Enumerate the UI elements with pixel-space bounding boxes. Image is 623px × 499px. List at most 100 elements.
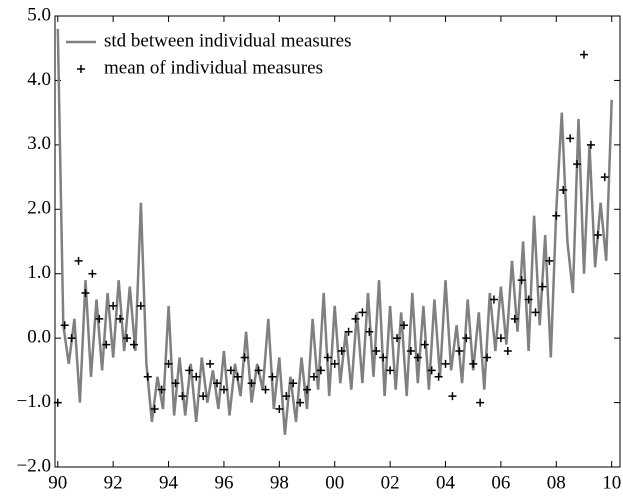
- mean-point: [136, 301, 145, 310]
- mean-point: [185, 366, 194, 375]
- mean-point: [206, 359, 215, 368]
- mean-point: [552, 211, 561, 220]
- y-tick-label: 5.0: [27, 4, 51, 25]
- x-tick-label: 90: [48, 472, 67, 493]
- mean-point: [323, 353, 332, 362]
- mean-point: [483, 353, 492, 362]
- mean-point: [81, 289, 90, 298]
- x-tick-label: 96: [214, 472, 233, 493]
- mean-point: [316, 366, 325, 375]
- mean-point: [538, 282, 547, 291]
- x-tick-label: 00: [325, 472, 344, 493]
- y-tick-label: 3.0: [27, 133, 51, 154]
- mean-point: [275, 405, 284, 414]
- mean-point: [254, 366, 263, 375]
- mean-point: [372, 347, 381, 356]
- legend-marker: [77, 65, 85, 73]
- mean-point: [586, 140, 595, 149]
- mean-point: [67, 334, 76, 343]
- y-tick-label: 1.0: [27, 262, 51, 283]
- legend-label: mean of individual measures: [104, 57, 323, 78]
- x-tick-label: 04: [436, 472, 456, 493]
- mean-point: [386, 366, 395, 375]
- mean-point: [399, 321, 408, 330]
- mean-point: [240, 353, 249, 362]
- x-tick-label: 10: [602, 472, 621, 493]
- mean-point: [157, 385, 166, 394]
- mean-point: [261, 385, 270, 394]
- mean-point: [171, 379, 180, 388]
- mean-point: [573, 160, 582, 169]
- mean-point: [524, 295, 533, 304]
- y-tick-label: 4.0: [27, 69, 51, 90]
- mean-point: [434, 372, 443, 381]
- mean-point: [545, 256, 554, 265]
- mean-point: [393, 334, 402, 343]
- mean-point: [109, 301, 118, 310]
- mean-point: [476, 398, 485, 407]
- mean-point: [303, 385, 312, 394]
- mean-point: [213, 379, 222, 388]
- mean-point: [199, 392, 208, 401]
- mean-point: [74, 256, 83, 265]
- mean-point: [358, 308, 367, 317]
- mean-point: [510, 314, 519, 323]
- mean-point: [95, 314, 104, 323]
- mean-point: [60, 321, 69, 330]
- mean-point: [531, 308, 540, 317]
- mean-point: [88, 269, 97, 278]
- y-tick-label: −1.0: [17, 391, 51, 412]
- mean-point: [192, 372, 201, 381]
- x-tick-label: 92: [104, 472, 123, 493]
- mean-point: [150, 405, 159, 414]
- mean-point: [226, 366, 235, 375]
- mean-point: [365, 327, 374, 336]
- mean-point: [268, 372, 277, 381]
- legend-label: std between individual measures: [104, 30, 351, 51]
- mean-point: [219, 385, 228, 394]
- mean-point: [344, 327, 353, 336]
- mean-point: [164, 359, 173, 368]
- std-line: [56, 28, 613, 435]
- mean-point: [53, 398, 62, 407]
- y-tick-label: −2.0: [17, 455, 51, 476]
- mean-point: [427, 366, 436, 375]
- mean-point: [102, 340, 111, 349]
- mean-point: [351, 314, 360, 323]
- mean-point: [503, 347, 512, 356]
- mean-point: [496, 334, 505, 343]
- y-tick-label: 2.0: [27, 198, 51, 219]
- mean-point: [559, 185, 568, 194]
- mean-point: [566, 134, 575, 143]
- mean-point: [233, 372, 242, 381]
- mean-point: [178, 392, 187, 401]
- mean-point: [309, 372, 318, 381]
- mean-point: [413, 353, 422, 362]
- mean-point: [116, 314, 125, 323]
- mean-point: [406, 347, 415, 356]
- y-tick-label: 0.0: [27, 327, 51, 348]
- mean-point: [441, 359, 450, 368]
- mean-point: [330, 359, 339, 368]
- x-tick-label: 98: [270, 472, 289, 493]
- mean-point: [448, 392, 457, 401]
- mean-point: [455, 347, 464, 356]
- mean-point: [247, 379, 256, 388]
- mean-point: [600, 173, 609, 182]
- mean-point: [123, 334, 132, 343]
- mean-point: [517, 276, 526, 285]
- mean-point: [289, 379, 298, 388]
- x-tick-label: 94: [159, 472, 179, 493]
- mean-point: [282, 392, 291, 401]
- mean-point: [143, 372, 152, 381]
- mean-point: [489, 295, 498, 304]
- x-tick-label: 02: [381, 472, 400, 493]
- mean-point: [462, 334, 471, 343]
- mean-point: [593, 231, 602, 240]
- mean-point: [469, 359, 478, 368]
- mean-point: [129, 340, 138, 349]
- x-tick-label: 06: [491, 472, 510, 493]
- mean-point: [420, 340, 429, 349]
- x-tick-label: 08: [547, 472, 566, 493]
